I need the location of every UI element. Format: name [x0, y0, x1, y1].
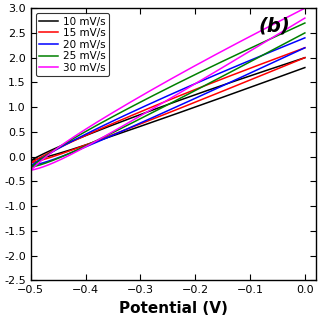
15 mV/s	[29, 161, 33, 165]
20 mV/s	[296, 49, 300, 53]
15 mV/s	[177, 107, 181, 110]
15 mV/s	[296, 59, 300, 62]
15 mV/s	[161, 113, 164, 117]
30 mV/s	[177, 91, 181, 95]
25 mV/s	[192, 89, 196, 93]
10 mV/s	[253, 84, 257, 87]
25 mV/s	[253, 57, 257, 61]
Line: 10 mV/s: 10 mV/s	[31, 68, 305, 160]
30 mV/s	[192, 83, 196, 86]
10 mV/s	[177, 111, 181, 115]
Legend: 10 mV/s, 15 mV/s, 20 mV/s, 25 mV/s, 30 mV/s: 10 mV/s, 15 mV/s, 20 mV/s, 25 mV/s, 30 m…	[36, 13, 109, 76]
10 mV/s	[159, 117, 163, 121]
30 mV/s	[253, 46, 257, 50]
10 mV/s	[303, 66, 307, 69]
10 mV/s	[161, 116, 164, 120]
20 mV/s	[29, 164, 33, 168]
30 mV/s	[159, 102, 163, 106]
25 mV/s	[296, 35, 300, 38]
15 mV/s	[192, 101, 196, 105]
Line: 20 mV/s: 20 mV/s	[31, 48, 305, 166]
15 mV/s	[303, 56, 307, 60]
30 mV/s	[296, 20, 300, 24]
25 mV/s	[161, 105, 164, 109]
Line: 15 mV/s: 15 mV/s	[31, 58, 305, 163]
25 mV/s	[29, 165, 33, 169]
20 mV/s	[303, 46, 307, 50]
Line: 25 mV/s: 25 mV/s	[31, 33, 305, 167]
30 mV/s	[29, 168, 33, 172]
20 mV/s	[192, 97, 196, 101]
25 mV/s	[303, 31, 307, 35]
Line: 30 mV/s: 30 mV/s	[31, 18, 305, 170]
20 mV/s	[161, 111, 164, 115]
25 mV/s	[159, 106, 163, 110]
10 mV/s	[296, 68, 300, 72]
10 mV/s	[192, 106, 196, 109]
15 mV/s	[159, 114, 163, 118]
Text: (b): (b)	[259, 16, 291, 35]
20 mV/s	[253, 69, 257, 73]
10 mV/s	[29, 158, 33, 162]
20 mV/s	[159, 112, 163, 116]
25 mV/s	[177, 97, 181, 101]
15 mV/s	[253, 76, 257, 80]
20 mV/s	[177, 104, 181, 108]
30 mV/s	[303, 16, 307, 20]
30 mV/s	[161, 101, 164, 105]
X-axis label: Potential (V): Potential (V)	[119, 301, 228, 316]
